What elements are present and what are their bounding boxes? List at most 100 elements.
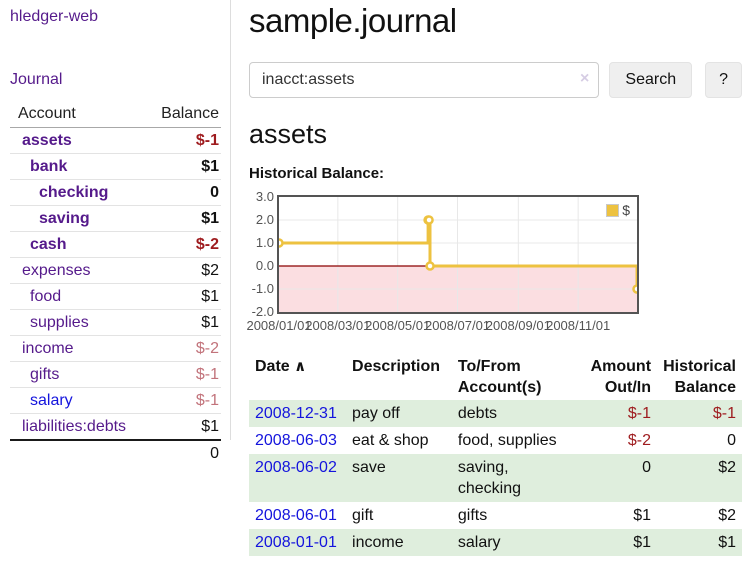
account-row: checking 0 — [10, 179, 221, 206]
account-balance: 0 — [144, 179, 221, 206]
search-input[interactable] — [249, 62, 600, 98]
account-link-checking[interactable]: checking — [39, 184, 109, 201]
y-axis-tick-label: -1.0 — [251, 281, 274, 296]
transaction-amount: $-2 — [627, 432, 652, 449]
register-table: Date ∧ Description To/From Account(s) Am… — [249, 354, 742, 556]
transaction-amount: $-1 — [627, 405, 652, 422]
account-balance: $-1 — [144, 127, 221, 154]
legend-swatch-icon — [606, 203, 620, 217]
accounts-header-balance: Balance — [144, 104, 221, 128]
account-balance: $1 — [144, 205, 221, 232]
sort-asc-icon: ∧ — [294, 358, 307, 375]
account-balance: $1 — [144, 283, 221, 310]
account-row: expenses $2 — [10, 257, 221, 284]
register-header-date: Date ∧ — [255, 358, 307, 375]
transaction-date-link[interactable]: 2008-01-01 — [255, 534, 337, 551]
transaction-description: income — [352, 534, 404, 551]
register-header-description: Description — [352, 358, 441, 375]
transaction-balance: $1 — [718, 534, 736, 551]
x-axis-tick-label: 2008/01/01 — [246, 318, 312, 333]
account-link-salary[interactable]: salary — [30, 392, 73, 409]
transaction-amount: 0 — [642, 459, 652, 476]
main-content: sample.journal × Search ? assets Histori… — [246, 0, 742, 556]
account-link-income[interactable]: income — [22, 340, 74, 357]
sidebar-item-journal[interactable]: Journal — [10, 71, 63, 88]
accounts-total-value: 0 — [144, 439, 221, 466]
account-balance: $-1 — [144, 387, 221, 414]
account-balance: $1 — [144, 309, 221, 336]
transaction-amount: $1 — [633, 507, 652, 524]
account-link-gifts[interactable]: gifts — [30, 366, 60, 383]
account-row: gifts $-1 — [10, 361, 221, 388]
search-button[interactable]: Search — [609, 62, 693, 98]
account-row: assets $-1 — [10, 127, 221, 154]
transaction-row: 2008-06-02 save saving, checking 0 $2 — [249, 454, 742, 502]
account-row: supplies $1 — [10, 309, 221, 336]
search-form: × Search ? — [249, 62, 742, 98]
y-axis-tick-label: 3.0 — [255, 189, 274, 204]
x-axis-tick-label: 2008/07/01 — [424, 318, 491, 333]
account-balance: $-2 — [144, 335, 221, 362]
account-row: salary $-1 — [10, 387, 221, 414]
account-balance: $2 — [144, 257, 221, 284]
transaction-accounts: gifts — [457, 507, 488, 524]
transaction-row: 2008-06-01 gift gifts $1 $2 — [249, 502, 742, 529]
account-row: bank $1 — [10, 153, 221, 180]
transaction-row: 2008-01-01 income salary $1 $1 — [249, 529, 742, 556]
account-balance: $-1 — [144, 361, 221, 388]
account-link-food[interactable]: food — [30, 288, 62, 305]
account-link-liabilities-debts[interactable]: liabilities:debts — [22, 418, 127, 435]
transaction-accounts: saving, checking — [457, 459, 522, 497]
sidebar: hledger-web Journal Account Balance asse… — [0, 0, 231, 466]
y-axis-tick-label: -2.0 — [251, 304, 274, 319]
account-heading: assets — [249, 119, 328, 149]
chart-plot-area: $ — [277, 195, 639, 314]
transaction-accounts: debts — [457, 405, 498, 422]
historical-balance-chart: $ 3.0 2.0 1.0 0.0 -1.0 -2.0 2008/01/01 2008/03/… — [246, 189, 742, 337]
x-axis-tick-label: 2008/09/01 — [485, 318, 551, 333]
x-axis-tick-label: 2008/11/01 — [546, 318, 611, 333]
transaction-description: gift — [352, 507, 374, 524]
accounts-total-row: 0 — [10, 439, 221, 466]
account-row: food $1 — [10, 283, 221, 310]
transaction-row: 2008-12-31 pay off debts $-1 $-1 — [249, 400, 742, 427]
accounts-header-account: Account — [10, 104, 144, 128]
account-row: liabilities:debts $1 — [10, 414, 221, 441]
clear-search-icon[interactable]: × — [580, 70, 590, 87]
account-link-bank[interactable]: bank — [30, 158, 68, 175]
transaction-date-link[interactable]: 2008-12-31 — [255, 405, 337, 422]
account-link-assets[interactable]: assets — [22, 132, 72, 149]
x-axis-tick-label: 2008/03/01 — [305, 318, 371, 333]
legend-label: $ — [622, 202, 630, 218]
account-link-expenses[interactable]: expenses — [22, 262, 91, 279]
accounts-table: Account Balance assets $-1 bank $1 checking 0… — [10, 104, 221, 466]
help-button[interactable]: ? — [705, 62, 742, 98]
transaction-description: eat & shop — [352, 432, 429, 449]
account-link-cash[interactable]: cash — [30, 236, 67, 253]
y-axis-tick-label: 2.0 — [255, 212, 274, 227]
account-link-supplies[interactable]: supplies — [30, 314, 89, 331]
brand-link[interactable]: hledger-web — [10, 8, 99, 25]
transaction-date-link[interactable]: 2008-06-03 — [255, 432, 337, 449]
register-header-accounts: To/From Account(s) — [457, 358, 542, 396]
account-row: cash $-2 — [10, 231, 221, 258]
account-row: income $-2 — [10, 335, 221, 362]
account-balance: $-2 — [144, 231, 221, 258]
chart-title: Historical Balance: — [249, 165, 385, 182]
transaction-balance: $2 — [718, 459, 736, 476]
account-balance: $1 — [144, 153, 221, 180]
transaction-balance: $2 — [718, 507, 736, 524]
transaction-accounts: food, supplies — [457, 432, 557, 449]
register-header-amount: Amount Out/In — [590, 358, 652, 396]
transaction-date-link[interactable]: 2008-06-02 — [255, 459, 337, 476]
page-title: sample.journal — [249, 2, 457, 39]
transaction-description: pay off — [352, 405, 400, 422]
account-link-saving[interactable]: saving — [39, 210, 90, 227]
transaction-amount: $1 — [633, 534, 652, 551]
transaction-date-link[interactable]: 2008-06-01 — [255, 507, 337, 524]
transaction-accounts: salary — [457, 534, 501, 551]
y-axis-tick-label: 0.0 — [255, 258, 274, 273]
account-balance: $1 — [201, 418, 219, 435]
chart-canvas — [279, 197, 637, 312]
transaction-description: save — [352, 459, 386, 476]
